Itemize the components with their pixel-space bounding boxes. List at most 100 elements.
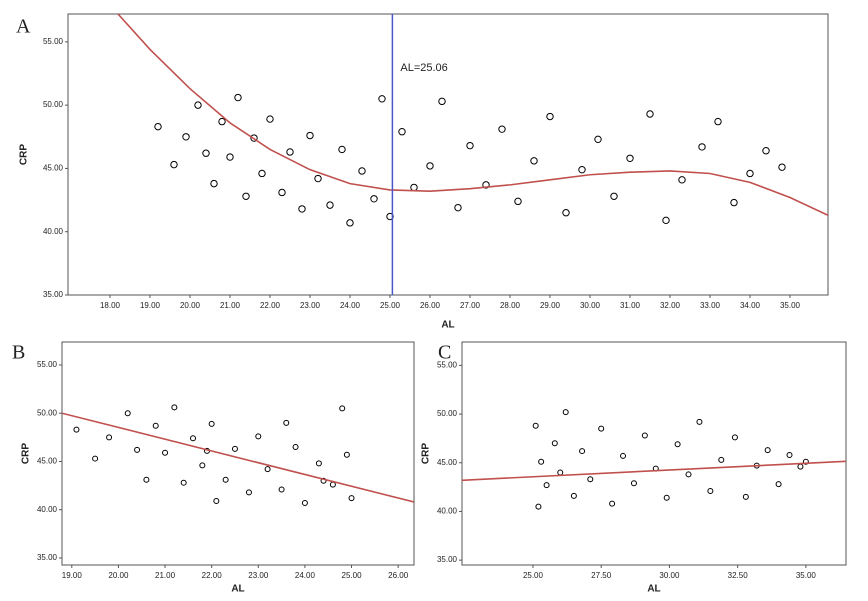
y-tick-label: 50.00 [43,100,64,109]
point [231,445,238,452]
point [283,419,290,426]
point [594,135,602,144]
panel-letter: C [438,342,451,364]
point [245,489,252,496]
x-tick-label: 25.00 [523,571,544,580]
y-tick-label: 45.00 [43,164,64,173]
panel: A AL CRP 18.00 19.00 20.00 21.00 22.00 23.00 24.0… [16,13,829,331]
y-tick-label: 55.00 [37,360,58,369]
point [210,179,218,188]
point [182,133,190,141]
y-axis-title: CRP [19,144,30,165]
point [707,487,714,494]
point [698,143,706,151]
point [620,452,627,459]
point [346,219,354,227]
point [286,148,294,156]
point [171,404,178,411]
point [301,499,308,506]
point [663,494,670,501]
x-tick-label: 35.00 [796,571,817,580]
point [557,469,564,476]
point [543,482,550,489]
point [514,197,522,206]
point [731,434,738,441]
x-tick-label: 32.00 [660,301,681,310]
point [626,154,634,162]
point [426,162,434,170]
x-tick-label: 19.00 [62,571,83,580]
y-tick-label: 50.00 [437,409,458,418]
point [398,128,406,136]
point [498,125,506,133]
point [551,440,558,447]
point [746,169,754,178]
point [530,157,538,165]
point [306,131,314,140]
point [764,447,771,454]
point [320,477,327,484]
point [106,434,113,441]
x-tick-label: 22.00 [202,571,223,580]
y-tick-label: 35.00 [437,555,458,564]
x-axis-title: AL [441,320,454,331]
panel: B AL CRP 19.00 20.00 21.00 22.00 23.00 24.00 25.0… [12,341,415,595]
point [92,455,99,462]
point [662,216,670,225]
fit-line [117,14,828,216]
point [170,160,178,169]
y-tick-label: 40.00 [437,507,458,516]
panel: C AL CRP 25.00 27.50 30.00 32.50 35.00 35.00 40.0… [421,341,847,595]
x-tick-label: 24.00 [340,301,361,310]
x-tick-label: 27.50 [591,571,612,580]
point [222,476,229,483]
y-tick-label: 50.00 [37,408,58,417]
point [674,441,681,448]
point [314,174,322,183]
fit-line [462,460,846,482]
point [292,443,299,450]
point [329,481,336,488]
x-tick-label: 20.00 [180,301,201,310]
point [264,466,271,473]
point [685,471,692,478]
point [152,422,159,429]
point [786,451,793,458]
point [202,149,210,157]
point [190,435,197,442]
panel-letter: A [16,16,31,38]
point [546,112,554,121]
y-axis-title: CRP [421,443,432,464]
y-axis-title: CRP [21,443,32,464]
x-tick-label: 23.00 [248,571,269,580]
point [255,433,262,440]
point [242,192,250,200]
point [598,425,605,432]
plot-frame [461,341,847,566]
point [646,110,654,118]
point [610,192,618,200]
fit-line [62,412,414,503]
point [226,153,234,161]
point [714,117,722,126]
point [562,409,569,416]
point [696,418,703,425]
point [315,460,322,467]
y-tick-label: 45.00 [37,457,58,466]
point [466,141,474,150]
point [343,451,350,458]
x-tick-label: 25.00 [342,571,363,580]
point [218,117,226,126]
point [641,432,648,439]
point [278,486,285,493]
x-tick-label: 35.00 [780,301,801,310]
point [532,422,539,429]
plot-area [62,404,414,506]
y-tick-label: 35.00 [37,553,58,562]
y-tick-label: 45.00 [437,458,458,467]
x-tick-label: 25.00 [380,301,401,310]
y-tick-label: 40.00 [43,227,64,236]
x-tick-label: 28.00 [500,301,521,310]
x-tick-label: 22.00 [260,301,281,310]
point [194,101,202,109]
